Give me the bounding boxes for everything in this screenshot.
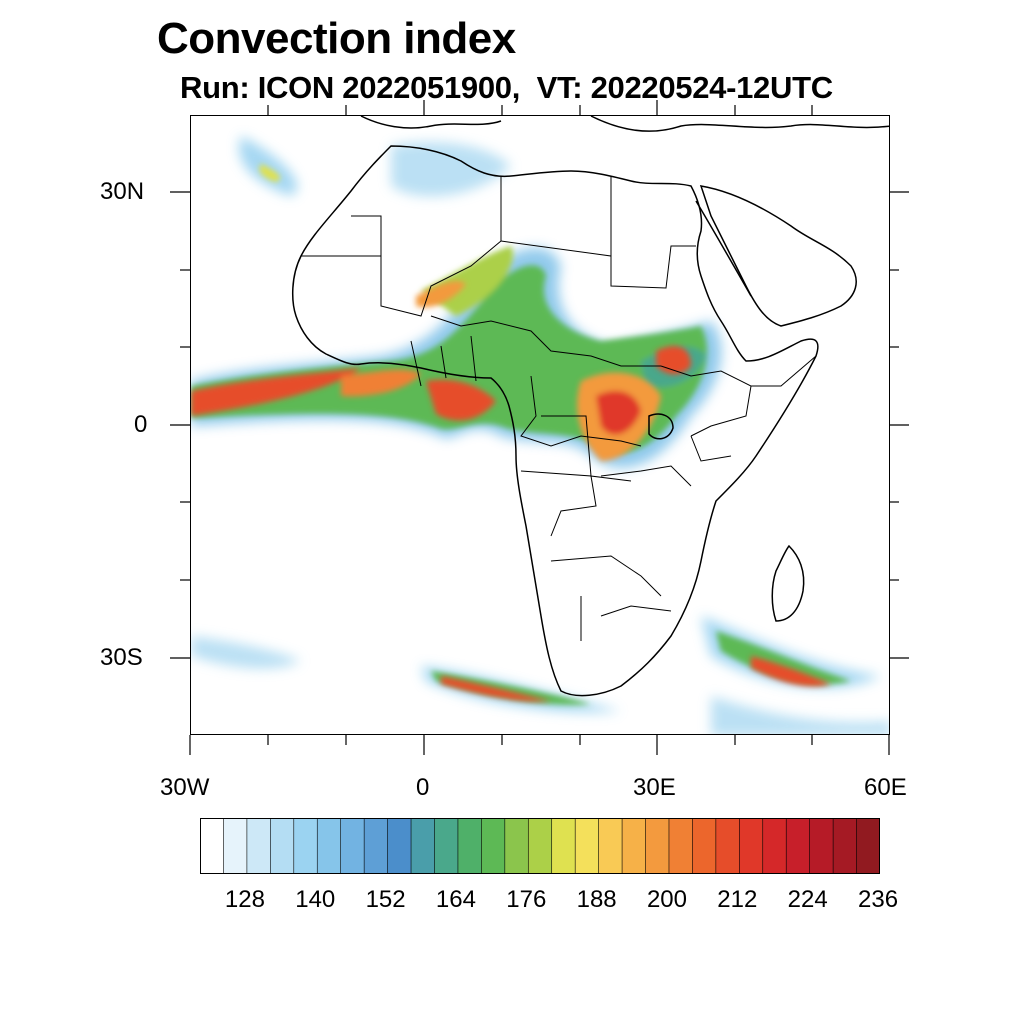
colorbar-swatch	[692, 818, 717, 874]
lat-tick-label: 30N	[100, 178, 145, 205]
map-panel	[190, 115, 890, 735]
colorbar-swatch	[739, 818, 764, 874]
lon-tick-label: 30W	[160, 774, 210, 801]
colorbar-swatch	[481, 818, 506, 874]
country-borders	[301, 176, 817, 641]
colorbar-swatch	[387, 818, 412, 874]
colorbar-swatch	[340, 818, 365, 874]
lon-tick-label: 30E	[633, 774, 676, 801]
colorbar-label: 188	[576, 886, 617, 913]
colorbar-swatch	[621, 818, 647, 874]
colorbar-swatch	[410, 818, 436, 874]
colorbar-label: 152	[365, 886, 406, 913]
colorbar-label: 224	[787, 886, 828, 913]
lat-tick-label: 0	[134, 411, 148, 438]
colorbar-swatch	[551, 818, 576, 874]
colorbar-swatch	[832, 818, 858, 874]
chart-subtitle: Run: ICON 2022051900, VT: 20220524-12UTC	[180, 70, 833, 105]
colorbar-label: 164	[435, 886, 476, 913]
colorbar-label: 176	[506, 886, 547, 913]
colorbar-swatch	[668, 818, 694, 874]
map-svg	[191, 116, 889, 734]
colorbar-swatch	[316, 818, 342, 874]
colorbar-swatch	[293, 818, 319, 874]
lon-tick-label: 0	[416, 774, 430, 801]
colorbar-swatch	[200, 818, 225, 874]
lat-tick-label: 30S	[100, 644, 143, 671]
colorbar-swatch	[598, 818, 623, 874]
colorbar-swatch	[270, 818, 295, 874]
colorbar-swatch	[574, 818, 600, 874]
lon-tick-label: 60E	[864, 774, 907, 801]
colorbar-swatch	[762, 818, 788, 874]
colorbar-swatch	[527, 818, 553, 874]
colorbar-swatch	[246, 818, 272, 874]
colorbar-label: 200	[646, 886, 687, 913]
colorbar-label: 212	[717, 886, 758, 913]
colorbar-swatch	[715, 818, 741, 874]
convection-field	[191, 136, 889, 734]
colorbar-swatch	[457, 818, 483, 874]
colorbar	[200, 818, 880, 874]
colorbar-swatch	[809, 818, 834, 874]
colorbar-swatch	[504, 818, 530, 874]
colorbar-label: 140	[295, 886, 336, 913]
chart-title: Convection index	[157, 14, 516, 63]
colorbar-swatch	[363, 818, 389, 874]
colorbar-swatch	[785, 818, 811, 874]
colorbar-label: 236	[858, 886, 899, 913]
colorbar-swatch	[434, 818, 459, 874]
colorbar-swatch	[856, 818, 880, 874]
colorbar-label: 128	[224, 886, 265, 913]
colorbar-swatch	[223, 818, 248, 874]
colorbar-swatch	[645, 818, 670, 874]
coastlines	[291, 116, 889, 697]
